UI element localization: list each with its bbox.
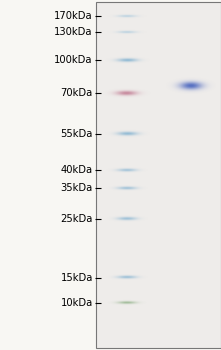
Text: 100kDa: 100kDa <box>54 55 93 65</box>
Text: 15kDa: 15kDa <box>61 273 93 282</box>
Text: 40kDa: 40kDa <box>61 165 93 175</box>
Text: 130kDa: 130kDa <box>54 27 93 37</box>
Text: 25kDa: 25kDa <box>61 214 93 224</box>
Text: 35kDa: 35kDa <box>61 183 93 193</box>
Text: 170kDa: 170kDa <box>54 11 93 21</box>
Text: 10kDa: 10kDa <box>61 298 93 308</box>
Text: 70kDa: 70kDa <box>61 89 93 98</box>
FancyBboxPatch shape <box>96 2 221 348</box>
Text: 55kDa: 55kDa <box>61 129 93 139</box>
